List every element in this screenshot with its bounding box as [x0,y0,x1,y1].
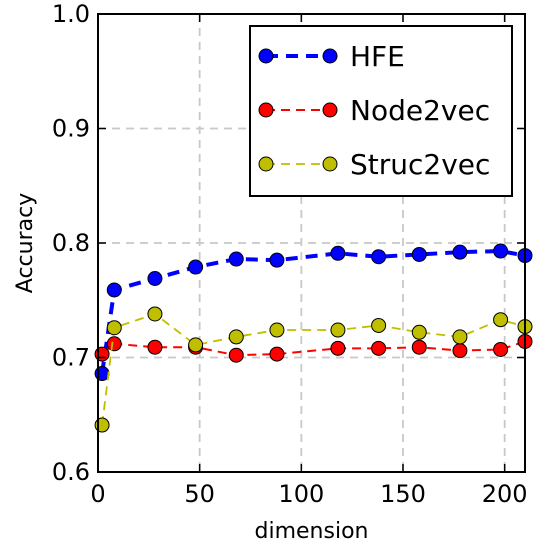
data-point-node2vec [330,340,346,356]
x-axis-label: dimension [255,519,369,544]
data-point-hfe [493,243,509,259]
legend-marker [258,156,274,172]
legend-marker [258,48,274,64]
data-point-struc2vec [411,324,427,340]
series-node2vec [94,333,533,363]
data-point-struc2vec [228,329,244,345]
data-point-struc2vec [147,306,163,322]
x-tick-label: 50 [184,480,215,508]
legend-marker [322,48,338,64]
legend-label: Struc2vec [350,148,490,181]
y-tick-label: 1.0 [52,0,90,28]
data-point-node2vec [452,343,468,359]
data-point-node2vec [371,340,387,356]
legend-item-node2vec: Node2vec [258,94,490,127]
legend-item-struc2vec: Struc2vec [258,148,490,181]
data-point-hfe [228,251,244,267]
data-point-node2vec [147,339,163,355]
y-tick-label: 0.6 [52,458,90,486]
legend-label: Node2vec [350,94,490,127]
tick-layer: 0 50 100 150 200 0.6 0.7 0.8 0.9 1.0 [52,0,528,508]
legend-marker [322,102,338,118]
series-layer [94,243,533,433]
data-point-hfe [330,245,346,261]
data-point-hfe [371,249,387,265]
legend-item-hfe: HFE [258,40,405,73]
legend: HFE Node2vec Struc2vec [249,25,513,197]
data-point-hfe [452,244,468,260]
data-point-node2vec [269,346,285,362]
y-axis-label: Accuracy [13,193,38,293]
data-point-struc2vec [106,320,122,336]
data-point-node2vec [411,339,427,355]
y-tick-label: 0.7 [52,344,90,372]
data-point-hfe [188,259,204,275]
data-point-struc2vec [371,317,387,333]
y-tick-label: 0.9 [52,115,90,143]
data-point-struc2vec [188,337,204,353]
data-point-struc2vec [269,322,285,338]
data-point-struc2vec [452,329,468,345]
data-point-hfe [106,282,122,298]
data-point-hfe [411,246,427,262]
data-point-struc2vec [330,322,346,338]
x-tick-label: 200 [482,480,528,508]
data-point-node2vec [493,341,509,357]
data-point-hfe [269,252,285,268]
x-tick-label: 100 [278,480,324,508]
series-struc2vec [94,306,533,433]
legend-marker [258,102,274,118]
data-point-node2vec [106,336,122,352]
legend-label: HFE [350,40,405,73]
x-tick-label: 150 [380,480,426,508]
data-point-node2vec [228,347,244,363]
legend-marker [322,156,338,172]
data-point-hfe [147,270,163,286]
y-tick-label: 0.8 [52,229,90,257]
data-point-struc2vec [493,312,509,328]
x-tick-label: 0 [90,480,105,508]
